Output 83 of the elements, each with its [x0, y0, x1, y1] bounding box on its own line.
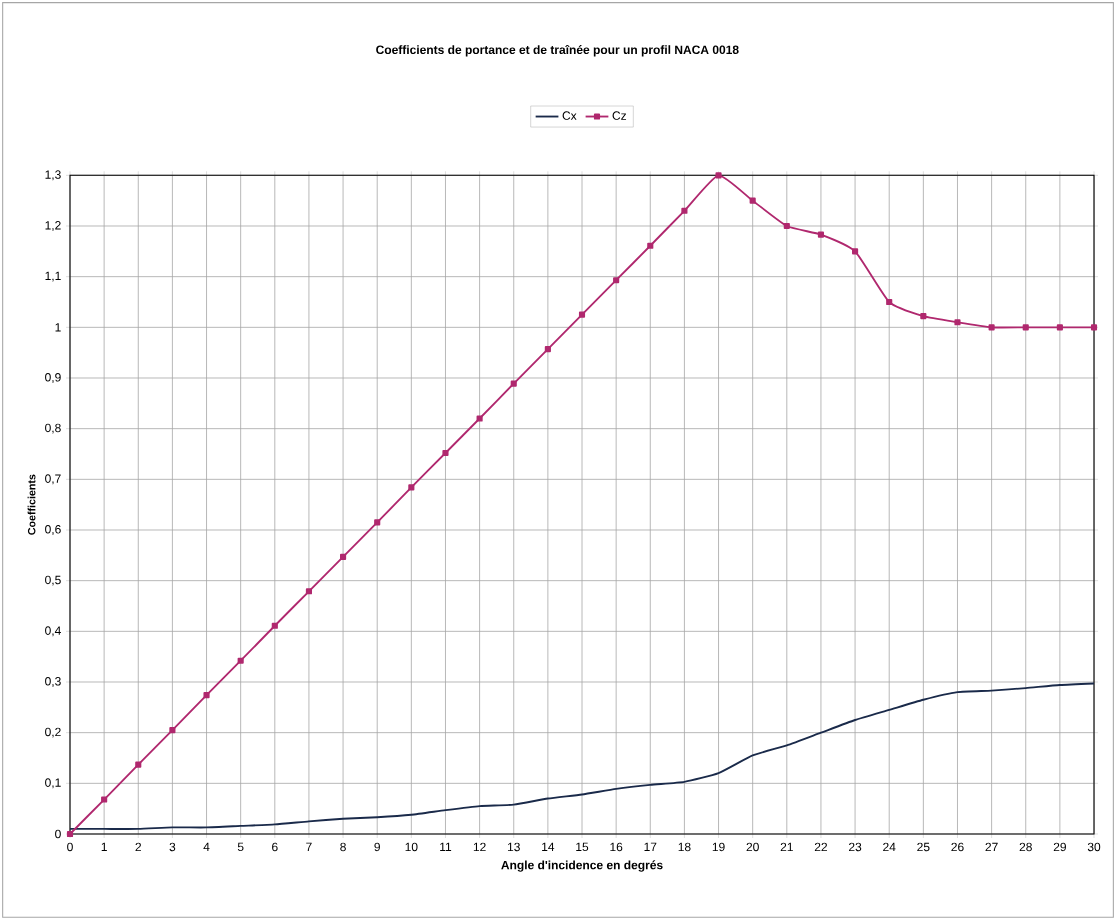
x-tick-label: 4 [203, 842, 210, 851]
point [988, 324, 995, 331]
point [408, 484, 415, 491]
y-tick-label: 0,9 [45, 373, 61, 383]
point [852, 248, 859, 255]
x-tick-label: 12 [473, 842, 486, 852]
x-tick-label: 2 [135, 842, 141, 852]
x-tick-label: 18 [678, 842, 691, 852]
chart-title: Coefficients de portance et de traînée pour un profil NACA 0018 [376, 44, 739, 57]
point [613, 277, 620, 284]
x-tick-label: 11 [440, 842, 452, 851]
line-series [69, 682, 1095, 830]
x-axis-title: Angle d'incidence en degrés [501, 860, 663, 872]
point [817, 231, 825, 238]
x-tick-label: 19 [712, 842, 725, 852]
y-tick-label: 0,7 [45, 474, 61, 485]
y-tick-label: 0,6 [45, 525, 61, 535]
point [578, 311, 586, 318]
x-tick-label: 27 [985, 842, 998, 852]
point [305, 588, 313, 595]
point [203, 692, 210, 699]
y-tick-label: 1,2 [45, 221, 61, 231]
point [681, 207, 688, 214]
x-tick-label: 14 [542, 842, 555, 851]
line-series [66, 172, 1098, 838]
point [749, 197, 756, 204]
x-tick-label: 8 [340, 842, 346, 852]
y-tick-label: 0,2 [45, 727, 61, 738]
x-tick-label: 29 [1053, 842, 1066, 852]
y-tick-label: 0,8 [45, 423, 61, 434]
point [101, 796, 108, 803]
point [66, 830, 74, 838]
x-tick-label: 26 [951, 842, 964, 852]
x-tick-label: 21 [780, 842, 793, 852]
x-tick-label: 10 [405, 842, 418, 852]
x-tick-label: 25 [917, 842, 930, 852]
y-tick-label: 1,1 [45, 271, 61, 282]
x-tick-label: 13 [507, 842, 520, 852]
point [1022, 324, 1029, 331]
point [715, 172, 722, 179]
point [169, 727, 176, 734]
point [647, 242, 654, 249]
x-tick-label: 24 [883, 842, 896, 852]
x-tick-label: 0 [67, 842, 73, 852]
x-tick-label: 17 [644, 842, 657, 851]
point [271, 622, 278, 629]
x-tick-label: 22 [814, 842, 828, 852]
y-tick-label: 0,3 [45, 677, 61, 687]
point [510, 380, 517, 387]
x-tick-label: 5 [237, 842, 244, 852]
y-tick-label: 1,3 [45, 170, 61, 181]
point [544, 346, 551, 353]
point [476, 415, 483, 422]
point [954, 319, 961, 326]
legend-label: Cx [562, 111, 577, 120]
point [783, 222, 790, 230]
y-axis-title: Coefficients [27, 474, 36, 535]
point [374, 519, 381, 526]
y-tick-label: 0,5 [45, 575, 61, 586]
x-tick-label: 16 [610, 842, 623, 852]
x-tick-label: 1 [101, 842, 107, 851]
x-tick-label: 28 [1019, 842, 1032, 852]
legend-label: Cz [612, 111, 627, 120]
point [1056, 324, 1063, 331]
x-tick-label: 15 [576, 842, 589, 852]
x-tick-label: 7 [306, 842, 312, 851]
point [442, 449, 449, 457]
x-tick-label: 9 [374, 842, 380, 852]
y-tick-label: 0 [55, 829, 61, 839]
y-tick-label: 0,1 [45, 778, 61, 789]
y-tick-label: 0,4 [45, 626, 61, 637]
x-tick-label: 20 [746, 842, 759, 852]
x-tick-label: 6 [272, 842, 278, 852]
point [135, 761, 142, 768]
x-tick-label: 30 [1087, 842, 1101, 852]
point [920, 313, 927, 320]
point [886, 298, 893, 306]
x-tick-label: 23 [849, 842, 862, 852]
point [237, 657, 244, 664]
x-tick-label: 3 [169, 842, 176, 852]
point [1090, 324, 1098, 331]
point [340, 553, 347, 560]
y-tick-label: 1 [55, 323, 61, 332]
